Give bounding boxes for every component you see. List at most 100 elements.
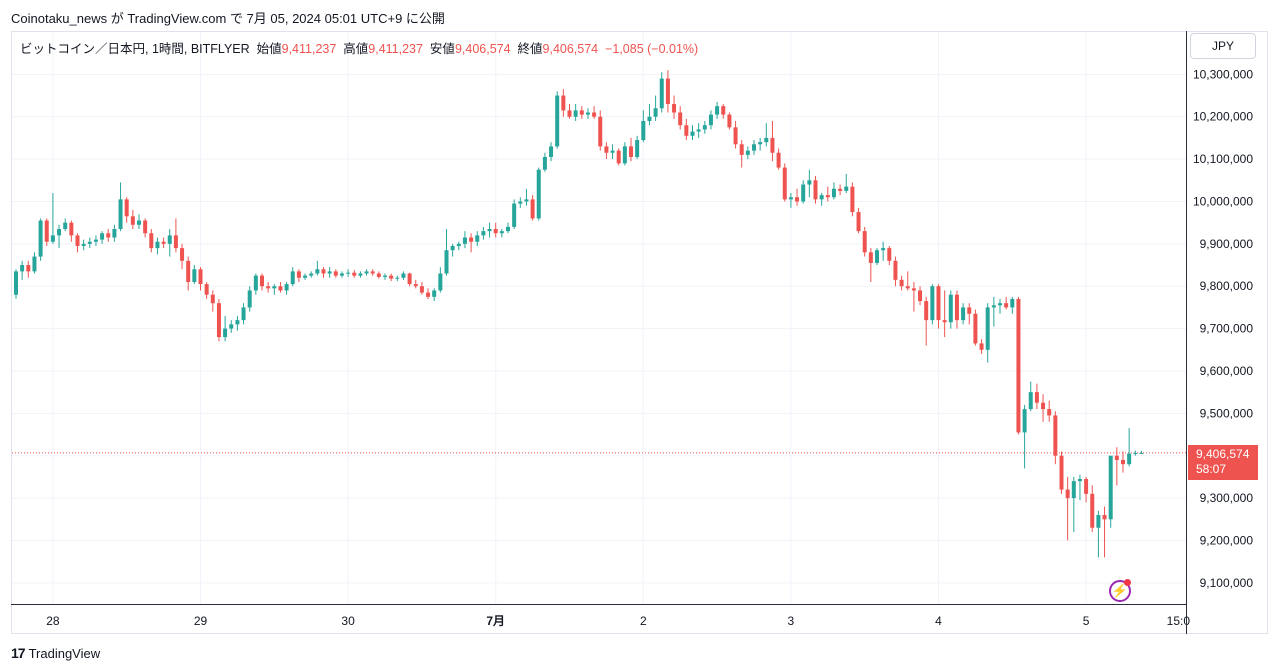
candle-body — [764, 137, 769, 143]
candle-body — [807, 180, 812, 185]
candle-body — [124, 199, 129, 217]
change-value: −1,085 (−0.01%) — [605, 42, 699, 56]
candle-body — [733, 127, 738, 145]
price-tick-label: 10,000,000 — [1193, 194, 1253, 208]
candle-body — [1096, 515, 1101, 528]
candle-body — [979, 343, 984, 350]
candle-body — [672, 104, 677, 113]
candle-body — [143, 220, 148, 234]
last-price-tag: 9,406,574 58:07 — [1188, 445, 1258, 480]
candle-body — [438, 273, 443, 291]
candle-body — [801, 184, 806, 202]
candle-body — [930, 286, 935, 321]
candle-body — [192, 269, 197, 282]
time-tick-label: 2 — [640, 614, 647, 628]
candle-body — [911, 288, 916, 291]
candle-body — [893, 260, 898, 280]
candle-body — [50, 235, 55, 242]
candle-body — [198, 269, 203, 285]
candle-body — [954, 294, 959, 321]
candle-body — [715, 106, 720, 115]
currency-button[interactable]: JPY — [1190, 33, 1256, 59]
candle-body — [1121, 459, 1125, 465]
low-label: 安値 — [429, 42, 455, 56]
candle-body — [868, 252, 873, 263]
symbol-name[interactable]: ビットコイン／日本円, 1時間, BITFLYER — [20, 42, 250, 56]
candle-body — [838, 188, 843, 191]
candle-body — [266, 286, 271, 289]
candle-body — [1102, 515, 1107, 520]
candle-body — [376, 273, 381, 277]
candle-body — [862, 231, 867, 253]
high-value: 9,411,237 — [368, 42, 423, 56]
chart-frame — [11, 31, 1268, 634]
price-tick-label: 10,300,000 — [1193, 67, 1253, 81]
candle-body — [579, 110, 584, 115]
candle-body — [635, 140, 640, 157]
candle-body — [948, 294, 953, 323]
candle-body — [1127, 453, 1132, 465]
candle-body — [223, 328, 228, 338]
candle-body — [38, 220, 43, 257]
candle-body — [327, 271, 332, 274]
candle-body — [69, 222, 74, 236]
high-label: 高値 — [343, 42, 369, 56]
candle-body — [106, 233, 111, 238]
price-tick-label: 9,900,000 — [1200, 237, 1254, 251]
candle-body — [186, 260, 191, 282]
candle-body — [536, 169, 541, 219]
candle-body — [881, 248, 886, 251]
candle-body — [180, 248, 185, 261]
candle-body — [1114, 455, 1119, 460]
candle-body — [481, 231, 486, 236]
lightning-icon[interactable]: ⚡ — [1109, 580, 1131, 602]
candle-body — [309, 273, 314, 276]
time-tick-label: 29 — [194, 614, 208, 628]
candle-body — [346, 272, 351, 274]
candle-body — [961, 307, 966, 321]
open-label: 始値 — [256, 42, 282, 56]
candle-body — [518, 201, 523, 204]
candle-body — [112, 229, 117, 238]
candle-body — [684, 125, 689, 136]
time-tick-label: 7月 — [486, 614, 505, 628]
candle-body — [260, 275, 264, 287]
candle-body — [998, 303, 1002, 306]
candle-body — [210, 294, 215, 304]
candle-body — [204, 284, 209, 295]
candle-body — [1016, 298, 1021, 433]
candle-body — [585, 112, 590, 115]
candle-body — [155, 241, 160, 249]
published-caption: Coinotaku_news が TradingView.com で 7月 05… — [11, 11, 445, 26]
alert-dot-icon — [1124, 579, 1131, 586]
candle-body — [506, 226, 510, 232]
candle-body — [272, 286, 277, 289]
candle-body — [745, 150, 750, 155]
candle-body — [315, 269, 320, 274]
candle-body — [100, 233, 105, 240]
candle-body — [358, 273, 363, 276]
candle-body — [622, 146, 627, 164]
candle-body — [782, 167, 787, 200]
footer-brand[interactable]: TradingView — [28, 645, 101, 661]
candle-body — [14, 271, 18, 295]
candle-body — [432, 290, 437, 297]
footer: 17 TradingView — [11, 645, 100, 661]
candle-body — [229, 324, 234, 329]
candle-body — [1065, 489, 1070, 499]
candle-body — [1028, 392, 1033, 410]
candle-body — [973, 313, 978, 344]
candle-body — [284, 284, 289, 291]
candle-body — [395, 277, 400, 279]
candle-body — [598, 116, 603, 147]
candle-body — [173, 235, 178, 249]
candle-body — [795, 197, 800, 202]
candle-body — [776, 152, 781, 168]
candle-body — [333, 271, 338, 276]
candle-body — [321, 269, 326, 274]
tradingview-logo-icon: 17 — [11, 645, 26, 661]
candle-body — [739, 144, 744, 155]
close-label: 終値 — [517, 42, 543, 56]
candle-body — [352, 272, 357, 276]
